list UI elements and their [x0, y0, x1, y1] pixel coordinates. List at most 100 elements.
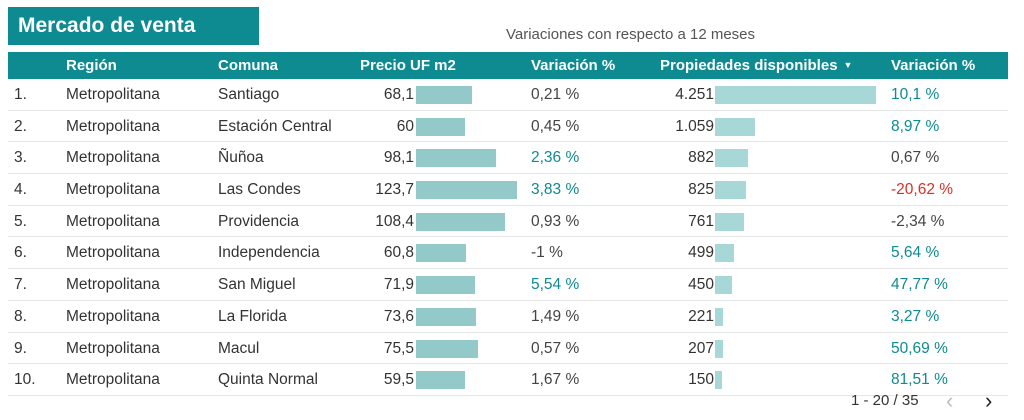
- cell-propiedades: 1.059: [675, 117, 714, 135]
- cell-comuna: Santiago: [218, 86, 280, 103]
- cell-variacion-precio: 0,57 %: [531, 339, 580, 357]
- row-number: 8.: [14, 307, 27, 325]
- precio-bar: [416, 371, 465, 390]
- propiedades-bar: [715, 149, 748, 168]
- row-number: 6.: [14, 244, 27, 262]
- table-row[interactable]: 4. Metropolitana Las Condes 123,7 3,83 % 825 -…: [8, 174, 1008, 206]
- cell-precio: 98,1: [383, 149, 414, 167]
- cell-variacion-propiedades: -2,34 %: [891, 212, 945, 230]
- cell-propiedades: 499: [688, 244, 714, 262]
- sort-desc-icon[interactable]: ▼: [843, 60, 853, 70]
- precio-bar: [416, 212, 505, 231]
- cell-comuna: Las Condes: [218, 181, 301, 199]
- header-variacion-propiedades[interactable]: Variación %: [891, 57, 976, 74]
- cell-comuna: Macul: [218, 339, 260, 357]
- table-row[interactable]: 10. Metropolitana Quinta Normal 59,5 1,67 % 1…: [8, 364, 1008, 396]
- table-row[interactable]: 1. Metropolitana Santiago 68,1 0,21 % 4.251 10…: [8, 79, 1008, 111]
- cell-variacion-propiedades: 5,64 %: [891, 244, 940, 262]
- cell-region: Metropolitana: [66, 339, 160, 357]
- cell-propiedades: 150: [688, 371, 714, 389]
- row-number: 5.: [14, 212, 27, 230]
- cell-variacion-precio: 2,36 %: [531, 149, 580, 167]
- header-region[interactable]: Región: [66, 57, 117, 74]
- cell-comuna: La Florida: [218, 307, 287, 325]
- cell-precio: 71,9: [383, 276, 414, 294]
- precio-bar: [416, 86, 472, 104]
- cell-comuna: Providencia: [218, 212, 299, 230]
- cell-propiedades: 207: [688, 339, 714, 357]
- propiedades-bar: [715, 307, 723, 326]
- cell-propiedades: 882: [688, 149, 714, 167]
- chevron-left-icon[interactable]: ‹: [946, 388, 954, 413]
- header-propiedades-label: Propiedades disponibles: [660, 57, 838, 74]
- row-number: 10.: [14, 371, 36, 389]
- cell-precio: 73,6: [383, 307, 414, 325]
- header-comuna[interactable]: Comuna: [218, 57, 278, 74]
- cell-variacion-precio: 1,67 %: [531, 371, 580, 389]
- cell-variacion-propiedades: 8,97 %: [891, 117, 940, 135]
- propiedades-bar: [715, 244, 734, 263]
- precio-bar: [416, 307, 476, 326]
- cell-region: Metropolitana: [66, 244, 160, 262]
- cell-region: Metropolitana: [66, 212, 160, 230]
- table-body: 1. Metropolitana Santiago 68,1 0,21 % 4.251 10…: [8, 79, 1008, 396]
- precio-bar: [416, 339, 478, 358]
- cell-precio: 108,4: [375, 212, 414, 230]
- cell-region: Metropolitana: [66, 86, 160, 103]
- cell-region: Metropolitana: [66, 149, 160, 167]
- header-precio[interactable]: Precio UF m2: [360, 57, 456, 74]
- cell-variacion-precio: 5,54 %: [531, 276, 580, 294]
- propiedades-bar: [715, 371, 722, 390]
- row-number: 4.: [14, 181, 27, 199]
- report-title: Mercado de venta: [8, 7, 259, 45]
- row-number: 1.: [14, 86, 27, 103]
- cell-precio: 123,7: [375, 181, 414, 199]
- header-propiedades[interactable]: Propiedades disponibles ▼: [660, 57, 852, 74]
- table-row[interactable]: 9. Metropolitana Macul 75,5 0,57 % 207 50,69 %: [8, 333, 1008, 365]
- propiedades-bar: [715, 181, 746, 200]
- sales-market-table: Región Comuna Precio UF m2 Variación % P…: [8, 52, 1008, 396]
- cell-variacion-precio: 3,83 %: [531, 181, 580, 199]
- header-variacion-precio[interactable]: Variación %: [531, 57, 616, 74]
- precio-bar: [416, 181, 517, 200]
- cell-precio: 60,8: [383, 244, 414, 262]
- table-row[interactable]: 7. Metropolitana San Miguel 71,9 5,54 % 450 47…: [8, 269, 1008, 301]
- precio-bar: [416, 149, 496, 168]
- table-row[interactable]: 2. Metropolitana Estación Central 60 0,45 % 1…: [8, 111, 1008, 143]
- cell-propiedades: 761: [688, 212, 714, 230]
- cell-variacion-propiedades: 47,77 %: [891, 276, 948, 294]
- precio-bar: [416, 117, 465, 136]
- propiedades-bar: [715, 212, 744, 231]
- cell-comuna: Ñuñoa: [218, 149, 264, 167]
- pagination-label: 1 - 20 / 35: [851, 392, 919, 409]
- cell-variacion-propiedades: 0,67 %: [891, 149, 940, 167]
- chevron-right-icon[interactable]: ›: [985, 388, 993, 413]
- cell-propiedades: 4.251: [675, 86, 714, 103]
- row-number: 7.: [14, 276, 27, 294]
- row-number: 2.: [14, 117, 27, 135]
- cell-variacion-precio: 0,21 %: [531, 86, 580, 103]
- cell-precio: 60: [396, 117, 414, 135]
- cell-precio: 68,1: [383, 86, 414, 103]
- cell-region: Metropolitana: [66, 276, 160, 294]
- cell-variacion-propiedades: 81,51 %: [891, 371, 948, 389]
- cell-variacion-propiedades: -20,62 %: [891, 181, 954, 199]
- table-row[interactable]: 3. Metropolitana Ñuñoa 98,1 2,36 % 882 0,67 %: [8, 142, 1008, 175]
- cell-propiedades: 221: [688, 307, 714, 325]
- table-row[interactable]: 6. Metropolitana Independencia 60,8 -1 % 499 5…: [8, 237, 1008, 270]
- cell-variacion-propiedades: 3,27 %: [891, 307, 940, 325]
- cell-variacion-propiedades: 50,69 %: [891, 339, 948, 357]
- propiedades-bar: [715, 339, 723, 358]
- precio-bar: [416, 276, 475, 295]
- cell-comuna: Estación Central: [218, 117, 332, 135]
- propiedades-bar: [715, 117, 755, 136]
- cell-precio: 75,5: [383, 339, 414, 357]
- row-number: 9.: [14, 339, 27, 357]
- cell-comuna: Quinta Normal: [218, 371, 318, 389]
- cell-variacion-precio: 0,45 %: [531, 117, 580, 135]
- row-number: 3.: [14, 149, 27, 167]
- cell-comuna: San Miguel: [218, 276, 296, 294]
- table-row[interactable]: 8. Metropolitana La Florida 73,6 1,49 % 221 3,…: [8, 301, 1008, 333]
- report-subtitle: Variaciones con respecto a 12 meses: [506, 26, 756, 43]
- table-row[interactable]: 5. Metropolitana Providencia 108,4 0,93 % 761…: [8, 206, 1008, 238]
